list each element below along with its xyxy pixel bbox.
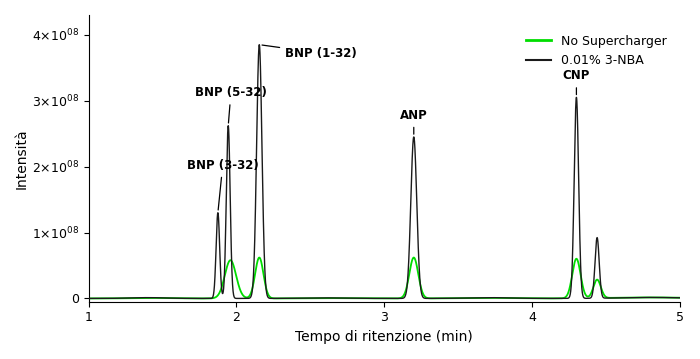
Y-axis label: Intensità: Intensità xyxy=(15,128,29,189)
Text: BNP (5-32): BNP (5-32) xyxy=(195,86,267,123)
Legend: No Supercharger, 0.01% 3-NBA: No Supercharger, 0.01% 3-NBA xyxy=(521,30,671,72)
X-axis label: Tempo di ritenzione (min): Tempo di ritenzione (min) xyxy=(295,330,473,344)
Text: CNP: CNP xyxy=(563,69,590,95)
Text: BNP (3-32): BNP (3-32) xyxy=(187,159,258,210)
Text: ANP: ANP xyxy=(400,109,428,134)
Text: BNP (1-32): BNP (1-32) xyxy=(262,45,357,60)
